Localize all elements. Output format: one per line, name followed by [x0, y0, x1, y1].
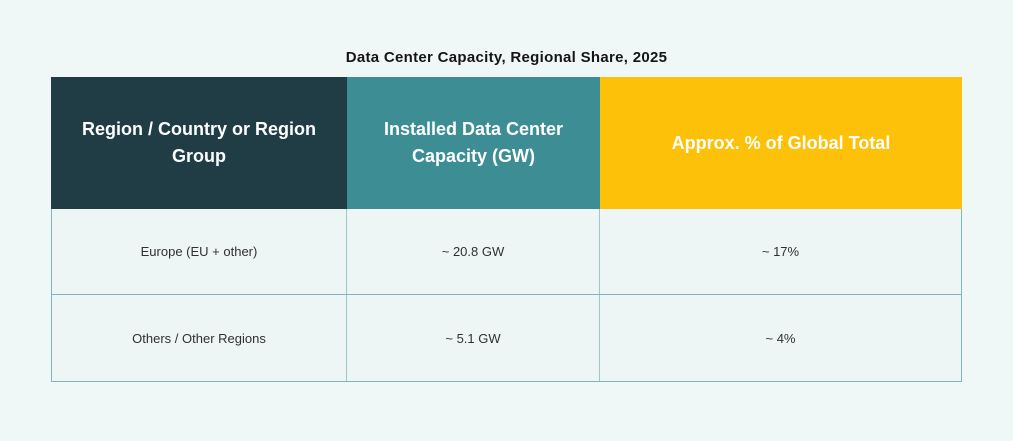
- cell-share: ~ 17%: [761, 244, 800, 259]
- table-header-row: Region / Country or Region Group Install…: [51, 77, 962, 209]
- cell-region: Europe (EU + other): [52, 209, 347, 294]
- cell-region: Others / Other Regions: [52, 295, 347, 381]
- table-row: Europe (EU + other) ~ 20.8 GW ~ 17%: [52, 209, 961, 295]
- table-row: Others / Other Regions ~ 5.1 GW ~ 4%: [52, 295, 961, 381]
- header-cell-share: Approx. % of Global Total: [600, 77, 962, 209]
- cell-capacity: ~ 20.8 GW: [347, 209, 600, 294]
- cell-capacity: ~ 5.1 GW: [347, 295, 600, 381]
- page-title: Data Center Capacity, Regional Share, 20…: [345, 49, 668, 66]
- header-cell-region: Region / Country or Region Group: [51, 77, 347, 209]
- capacity-table: Region / Country or Region Group Install…: [51, 77, 962, 382]
- cell-share: ~ 4%: [765, 330, 796, 346]
- header-cell-capacity: Installed Data Center Capacity (GW): [347, 77, 600, 209]
- table-body: Europe (EU + other) ~ 20.8 GW ~ 17% Othe…: [51, 209, 962, 382]
